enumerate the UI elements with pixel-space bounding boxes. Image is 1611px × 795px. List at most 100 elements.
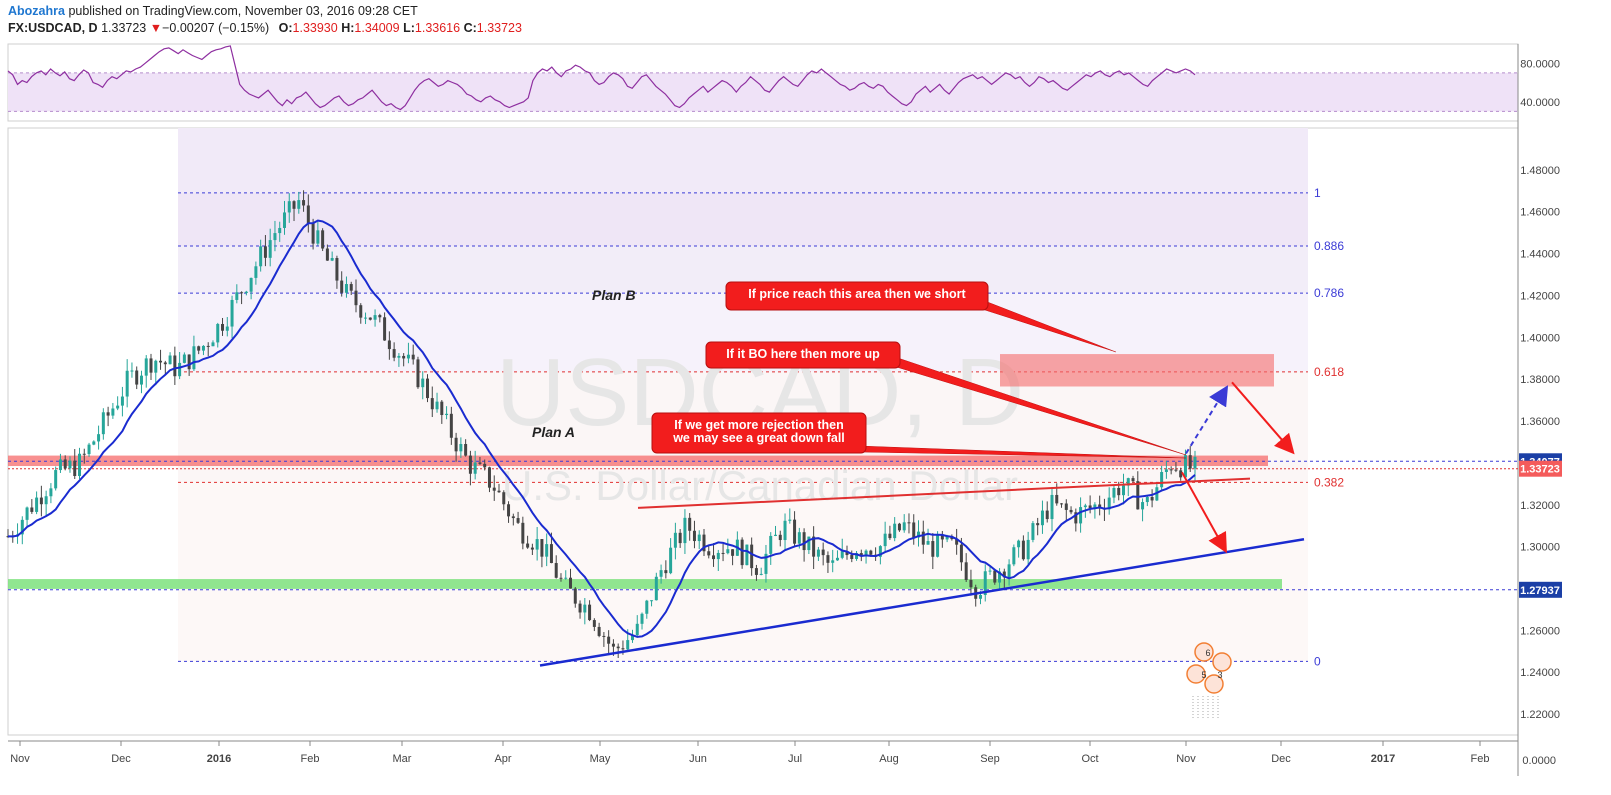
candle-body [669,547,673,574]
event-icon [1186,664,1206,684]
candle-body [230,299,234,327]
candle-body [1150,496,1154,501]
candle-body [1083,505,1087,508]
candle-body [1007,564,1011,578]
candle-body [306,205,310,224]
candle-body [769,535,773,554]
candle-body [855,553,859,559]
candle-body [97,434,101,442]
candle-body [540,539,544,557]
candle-body [831,560,835,563]
candle-body [978,595,982,599]
fall-arrow [1181,471,1227,554]
candle-body [793,519,797,544]
candle-body [1064,503,1068,510]
candle-body [621,648,625,650]
candle-body [1117,487,1121,496]
candle-body [149,358,153,373]
candle-body [168,355,172,365]
candle-body [373,315,377,320]
candle-body [507,504,511,517]
candle-body [712,555,716,560]
time-tick-label: Apr [494,753,511,765]
moving-average-line [8,219,1196,638]
price-tick: 1.32000 [1520,500,1560,512]
plan-b-label: Plan B [592,287,636,303]
fib-level-label: 0.786 [1314,286,1344,300]
symbol-label[interactable]: FX:USDCAD, D [8,21,98,35]
candle-body [20,519,24,535]
candle-body [936,534,940,557]
candle-body [54,470,58,489]
candle-body [964,562,968,580]
candle-body [902,522,906,531]
candle-body [702,534,706,552]
author-name[interactable]: Abozahra [8,4,65,18]
fib-level-label: 0.618 [1314,365,1344,379]
candle-body [807,536,811,551]
publish-info: published on TradingView.com, November 0… [68,4,418,18]
candle-body [87,444,91,455]
event-icon [1212,652,1232,672]
candle-body [740,539,744,566]
candle-body [82,453,86,455]
time-tick-label: Dec [1271,753,1291,765]
candle-body [392,349,396,358]
candle-body [959,544,963,563]
candle-body [721,552,725,554]
candle-body [840,551,844,558]
candle-body [206,345,210,347]
candle-body [630,635,634,641]
candle-body [716,552,720,560]
callout-text: If price reach this area then we short [748,287,966,301]
candle-body [940,534,944,540]
candle-body [454,437,458,452]
breakout-callout: If it BO here then more up [705,341,1187,456]
candle-body [778,534,782,541]
candle-body [864,550,868,555]
event-count: 5 [1201,670,1206,680]
time-tick-label: Nov [10,753,30,765]
candle-body [731,549,735,556]
candle-body [1074,512,1078,524]
candle-body [1017,540,1021,548]
price-change: −0.00207 (−0.15%) [162,21,270,35]
candle-body [58,459,62,471]
event-badges: 6 5 3 [1186,642,1232,718]
candle-body [1121,485,1125,496]
candle-body [549,544,553,564]
candle-body [907,522,911,524]
candle-body [897,523,901,531]
candle-body [473,462,477,474]
candle-body [1055,494,1059,504]
candle-body [912,522,916,538]
candle-body [521,522,525,544]
rsi-line [7,45,1196,111]
candle-body [440,401,444,416]
candle-body [750,544,754,569]
candle-body [1069,509,1073,513]
time-tick-label: Mar [393,753,412,765]
candle-body [1050,494,1054,520]
rsi-band [8,72,1518,112]
candle-body [955,539,959,545]
open-value: 1.33930 [292,21,338,35]
callout-text: If we get more rejection then [674,418,843,432]
time-tick-label: Aug [879,753,899,765]
candle-body [1026,539,1030,560]
candle-body [1031,523,1035,540]
candle-body [63,459,67,469]
candle-body [1126,478,1130,486]
callout-text: we may see a great down fall [672,431,845,445]
time-tick-label: Jun [689,753,707,765]
time-tick-label: Feb [301,753,320,765]
price-tick: 1.30000 [1520,542,1560,554]
fib-level-label: 0.886 [1314,239,1344,253]
candle-body [259,246,263,267]
candle-body [364,317,368,319]
price-tag-box [1519,460,1562,477]
candle-body [435,401,439,410]
candle-body [268,240,272,258]
candle-body [225,326,229,331]
